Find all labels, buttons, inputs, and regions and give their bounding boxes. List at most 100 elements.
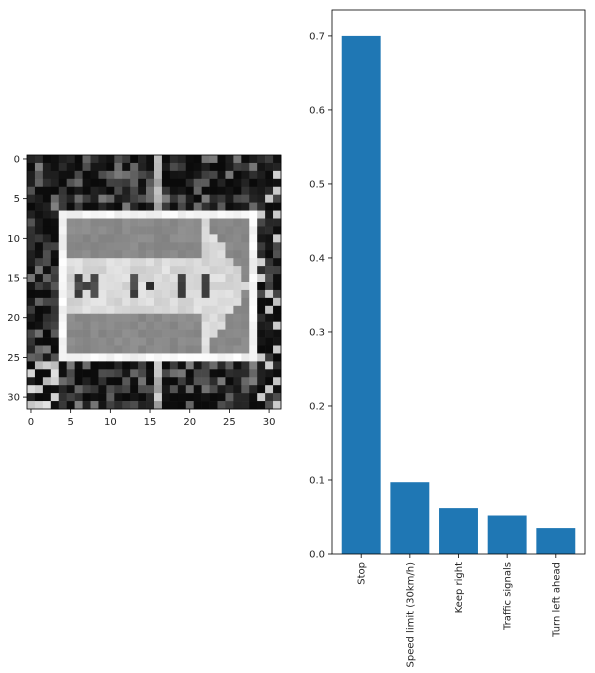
- image-pixel: [130, 155, 139, 164]
- image-pixel: [217, 178, 226, 188]
- image-pixel: [209, 258, 218, 267]
- image-pixel: [114, 258, 123, 267]
- image-pixel: [130, 194, 139, 203]
- image-pixel: [58, 234, 67, 243]
- image-pixel: [241, 274, 250, 283]
- image-pixel: [106, 321, 115, 330]
- image-pixel: [74, 329, 83, 338]
- image-pixel: [265, 266, 274, 275]
- image-pixel: [193, 345, 202, 354]
- image-pixel: [154, 218, 163, 227]
- image-pixel: [138, 305, 147, 315]
- image-pixel: [34, 226, 44, 235]
- image-pixel: [34, 345, 44, 354]
- image-pixel: [177, 353, 187, 362]
- image-pixel: [98, 353, 107, 362]
- image-y-tick-label: 5: [14, 194, 20, 205]
- image-pixel: [225, 170, 234, 180]
- image-pixel: [169, 361, 179, 370]
- image-pixel: [34, 242, 44, 251]
- image-pixel: [106, 250, 115, 259]
- image-pixel: [154, 329, 163, 338]
- image-pixel: [42, 226, 52, 235]
- image-pixel: [122, 377, 131, 386]
- image-pixel: [169, 282, 179, 291]
- image-pixel: [50, 321, 60, 330]
- image-pixel: [249, 345, 258, 354]
- image-pixel: [257, 313, 266, 322]
- image-pixel: [201, 361, 210, 370]
- image-pixel: [257, 345, 266, 354]
- image-pixel: [106, 266, 115, 275]
- image-pixel: [249, 186, 258, 195]
- image-pixel: [58, 289, 67, 299]
- image-pixel: [122, 401, 131, 410]
- image-pixel: [225, 329, 234, 338]
- image-pixel: [50, 393, 60, 402]
- image-pixel: [122, 321, 131, 330]
- image-pixel: [154, 242, 163, 251]
- image-pixel: [257, 218, 266, 227]
- image-pixel: [27, 178, 36, 188]
- image-pixel: [58, 321, 67, 330]
- image-pixel: [66, 369, 75, 378]
- image-pixel: [50, 353, 60, 362]
- image-pixel: [114, 242, 123, 251]
- image-pixel: [209, 178, 218, 188]
- image-pixel: [209, 274, 218, 283]
- image-pixel: [58, 186, 67, 195]
- image-pixel: [257, 369, 266, 378]
- image-pixel: [257, 202, 266, 211]
- image-pixel: [154, 385, 163, 394]
- image-pixel: [34, 282, 44, 291]
- image-pixel: [177, 202, 187, 211]
- image-pixel: [217, 401, 226, 410]
- image-pixel: [27, 353, 36, 362]
- image-pixel: [249, 361, 258, 370]
- image-pixel: [233, 361, 242, 370]
- image-pixel: [233, 369, 242, 378]
- image-pixel: [154, 178, 163, 188]
- image-pixel: [193, 313, 202, 322]
- image-pixel: [90, 226, 99, 235]
- image-pixel: [217, 282, 226, 291]
- image-pixel: [169, 401, 179, 410]
- image-pixel: [233, 393, 242, 402]
- image-y-tick-label: 0: [14, 154, 20, 165]
- image-pixel: [90, 274, 99, 283]
- image-pixel: [241, 218, 250, 227]
- image-pixel: [146, 162, 155, 172]
- image-pixel: [249, 393, 258, 402]
- image-pixel: [161, 170, 171, 180]
- image-pixel: [241, 202, 250, 211]
- image-pixel: [185, 266, 194, 275]
- image-pixel: [169, 313, 179, 322]
- image-pixel: [233, 329, 242, 338]
- image-pixel: [130, 369, 139, 378]
- image-pixel: [273, 282, 282, 291]
- image-pixel: [185, 401, 194, 410]
- image-pixel: [74, 162, 83, 172]
- image-pixel: [42, 250, 52, 259]
- image-pixel: [257, 162, 266, 172]
- image-pixel: [90, 313, 99, 322]
- image-pixel: [66, 234, 75, 243]
- image-pixel: [66, 242, 75, 251]
- image-pixel: [114, 218, 123, 227]
- image-pixel: [74, 393, 83, 402]
- image-pixel: [257, 226, 266, 235]
- image-pixel: [217, 369, 226, 378]
- image-pixel: [233, 313, 242, 322]
- image-pixel: [241, 162, 250, 172]
- image-pixel: [185, 353, 194, 362]
- image-pixel: [90, 186, 99, 195]
- image-y-tick-label: 20: [7, 313, 20, 324]
- image-pixel: [185, 321, 194, 330]
- image-pixel: [265, 401, 274, 410]
- image-pixel: [169, 385, 179, 394]
- image-pixel: [122, 226, 131, 235]
- image-pixel: [130, 202, 139, 211]
- image-pixel: [169, 353, 179, 362]
- image-pixel: [130, 258, 139, 267]
- bar-x-tick-label: Turn left ahead: [551, 562, 562, 638]
